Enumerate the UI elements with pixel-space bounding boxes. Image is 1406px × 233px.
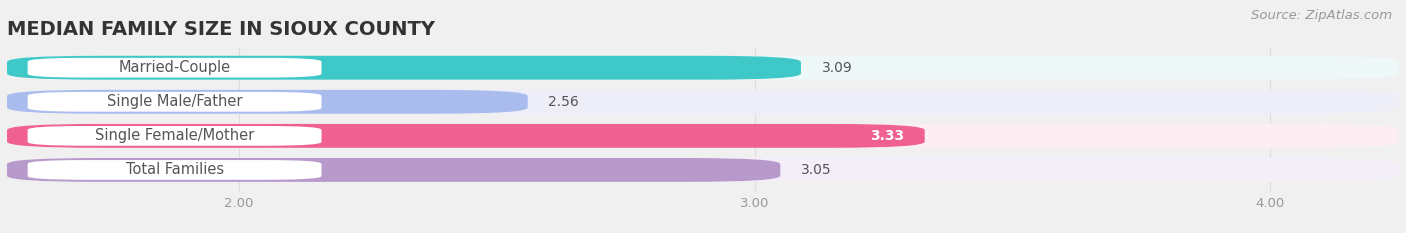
FancyBboxPatch shape <box>28 160 322 180</box>
Text: 3.33: 3.33 <box>870 129 904 143</box>
Text: 3.05: 3.05 <box>801 163 831 177</box>
Text: 3.09: 3.09 <box>821 61 852 75</box>
FancyBboxPatch shape <box>28 58 322 78</box>
Text: Total Families: Total Families <box>125 162 224 178</box>
FancyBboxPatch shape <box>7 56 801 80</box>
Text: Source: ZipAtlas.com: Source: ZipAtlas.com <box>1251 9 1392 22</box>
FancyBboxPatch shape <box>28 126 322 146</box>
Text: Single Female/Mother: Single Female/Mother <box>96 128 254 143</box>
FancyBboxPatch shape <box>7 158 780 182</box>
FancyBboxPatch shape <box>7 90 527 114</box>
Text: MEDIAN FAMILY SIZE IN SIOUX COUNTY: MEDIAN FAMILY SIZE IN SIOUX COUNTY <box>7 21 434 39</box>
FancyBboxPatch shape <box>7 158 1399 182</box>
FancyBboxPatch shape <box>28 92 322 112</box>
FancyBboxPatch shape <box>7 124 1399 148</box>
Text: Single Male/Father: Single Male/Father <box>107 94 242 109</box>
FancyBboxPatch shape <box>7 90 1399 114</box>
Text: Married-Couple: Married-Couple <box>118 60 231 75</box>
Text: 2.56: 2.56 <box>548 95 579 109</box>
FancyBboxPatch shape <box>7 124 925 148</box>
FancyBboxPatch shape <box>7 56 1399 80</box>
